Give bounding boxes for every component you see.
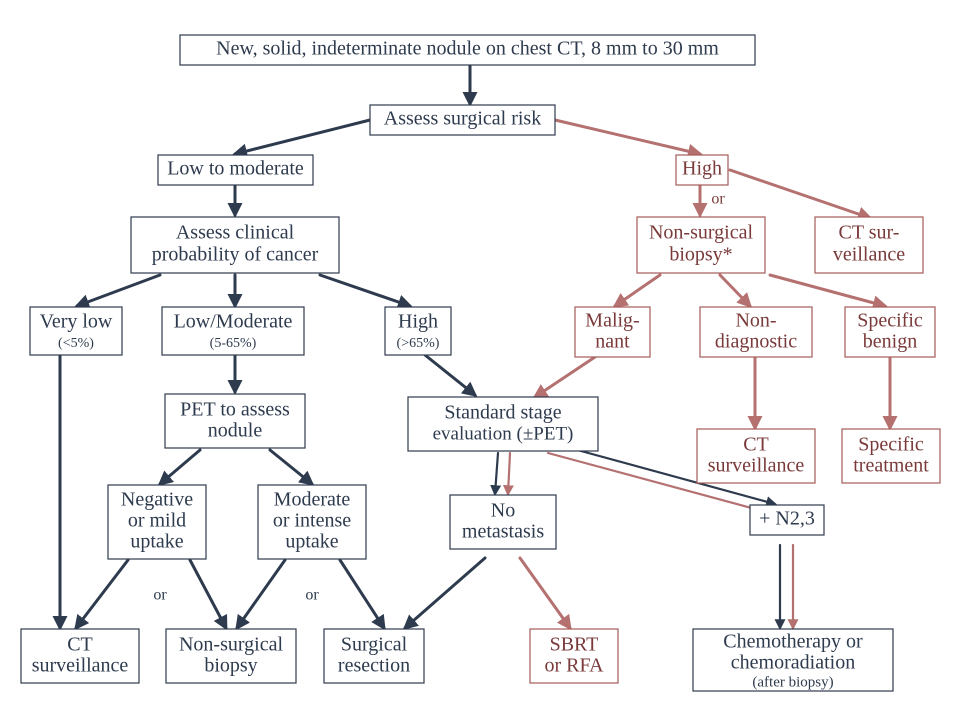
n-malignant: Malig-nant — [575, 307, 650, 357]
flow-arrow — [270, 450, 312, 484]
flow-arrow — [76, 560, 128, 628]
node-text: nant — [595, 331, 630, 353]
flow-arrow — [405, 558, 485, 628]
node-text: Non-surgical — [179, 634, 283, 656]
node-text: SBRT — [550, 634, 599, 656]
node-text: No — [491, 500, 515, 522]
flow-arrow — [77, 275, 160, 306]
node-text: PET to assess — [180, 399, 290, 421]
node-text: Malig- — [585, 310, 639, 332]
node-text: biopsy — [204, 655, 257, 677]
flow-arrow — [508, 453, 510, 494]
node-text: (after biopsy) — [752, 674, 833, 690]
flow-arrow — [340, 560, 384, 628]
node-text: biopsy* — [669, 244, 732, 266]
node-text: or intense — [273, 510, 351, 532]
flow-arrow — [730, 170, 870, 218]
n-assess-risk: Assess surgical risk — [370, 105, 555, 135]
flow-arrow — [520, 558, 570, 628]
flow-arrow — [720, 275, 750, 306]
node-text: New, solid, indeterminate nodule on ches… — [216, 38, 719, 60]
node-text: Chemotherapy or — [723, 631, 863, 653]
node-text: CT — [67, 634, 93, 656]
node-text: surveillance — [32, 655, 129, 677]
node-text: resection — [338, 655, 410, 677]
node-text: Standard stage — [444, 402, 561, 424]
n-no-met: Nometastasis — [450, 495, 556, 549]
node-text: nodule — [208, 420, 263, 442]
n-neg-uptake: Negativeor milduptake — [108, 485, 206, 559]
node-text: + N2,3 — [759, 508, 815, 530]
node-text: Non-surgical — [649, 222, 753, 244]
node-text: Very low — [40, 311, 113, 333]
node-text: uptake — [285, 531, 338, 553]
n-n23: + N2,3 — [750, 505, 824, 535]
node-text: High — [398, 311, 438, 333]
node-text: probability of cancer — [152, 244, 319, 266]
node-text: Specific — [858, 434, 924, 456]
flow-arrow — [190, 560, 226, 628]
node-text: CT sur- — [839, 222, 900, 244]
node-text: benign — [863, 331, 917, 353]
node-text: Moderate — [274, 489, 351, 511]
n-sbrt: SBRTor RFA — [530, 629, 618, 683]
flow-arrow — [555, 120, 700, 154]
or-label: or — [153, 587, 167, 604]
node-text: (5-65%) — [210, 336, 257, 351]
or-label: or — [711, 191, 725, 208]
node-text: veillance — [833, 244, 905, 266]
node-text: Non- — [735, 310, 776, 332]
n-title: New, solid, indeterminate nodule on ches… — [180, 35, 755, 65]
node-text: Negative — [121, 489, 193, 511]
node-text: Assess surgical risk — [384, 108, 541, 130]
node-text: (<5%) — [58, 336, 94, 351]
n-stage-eval: Standard stageevaluation (±PET) — [408, 397, 598, 451]
n-ct-surv-b: CTsurveillance — [21, 629, 139, 683]
n-spec-treat: Specifictreatment — [842, 429, 940, 483]
node-text: Low/Moderate — [174, 311, 293, 333]
n-assess-prob: Assess clinicalprobability of cancer — [131, 217, 339, 273]
node-text: Assess clinical — [176, 222, 295, 244]
n-nonsurg-biopsy-r: Non-surgicalbiopsy* — [637, 217, 765, 273]
n-very-low: Very low (<5%) — [30, 307, 122, 355]
flow-arrow — [237, 560, 285, 628]
flow-arrow — [770, 275, 885, 306]
n-mod-uptake: Moderateor intenseuptake — [258, 485, 366, 559]
node-text: (>65%) — [397, 336, 440, 351]
flow-arrow — [425, 355, 475, 395]
n-low-mod: Low to moderate — [158, 155, 313, 185]
node-text: or mild — [128, 510, 186, 532]
node-text: uptake — [130, 531, 183, 553]
flow-arrow — [615, 275, 660, 306]
node-text: Specific — [857, 310, 923, 332]
node-text: Surgical — [341, 634, 408, 656]
node-text: metastasis — [462, 521, 544, 543]
node-text: Low to moderate — [167, 158, 304, 180]
n-high-prob: High (>65%) — [385, 307, 451, 355]
flow-arrow — [495, 453, 498, 494]
node-text: CT — [743, 434, 769, 456]
flow-arrow — [320, 275, 410, 306]
n-ct-surv-r: CT sur-veillance — [815, 217, 923, 273]
n-chemo: Chemotherapy orchemoradiation(after biop… — [693, 629, 893, 691]
n-spec-benign: Specificbenign — [845, 307, 935, 357]
n-pet: PET to assessnodule — [165, 394, 305, 448]
node-text: diagnostic — [715, 331, 797, 353]
node-text: chemoradiation — [731, 652, 855, 674]
n-nondiag: Non-diagnostic — [700, 307, 812, 357]
node-text: High — [682, 158, 722, 180]
n-ct-surv-r2: CTsurveillance — [697, 429, 815, 483]
n-surg-resect: Surgicalresection — [324, 629, 424, 683]
or-label: or — [305, 587, 319, 604]
flow-arrow — [235, 120, 370, 154]
node-text: treatment — [853, 455, 929, 477]
n-lowmod-prob: Low/Moderate (5-65%) — [162, 307, 304, 355]
n-high-risk: High — [676, 155, 728, 185]
node-text: evaluation (±PET) — [433, 423, 574, 444]
node-text: or RFA — [544, 655, 604, 677]
node-text: surveillance — [708, 455, 805, 477]
n-nonsurg-biopsy-b: Non-surgicalbiopsy — [166, 629, 296, 683]
flow-arrow — [160, 450, 200, 484]
flow-arrow — [535, 357, 595, 397]
